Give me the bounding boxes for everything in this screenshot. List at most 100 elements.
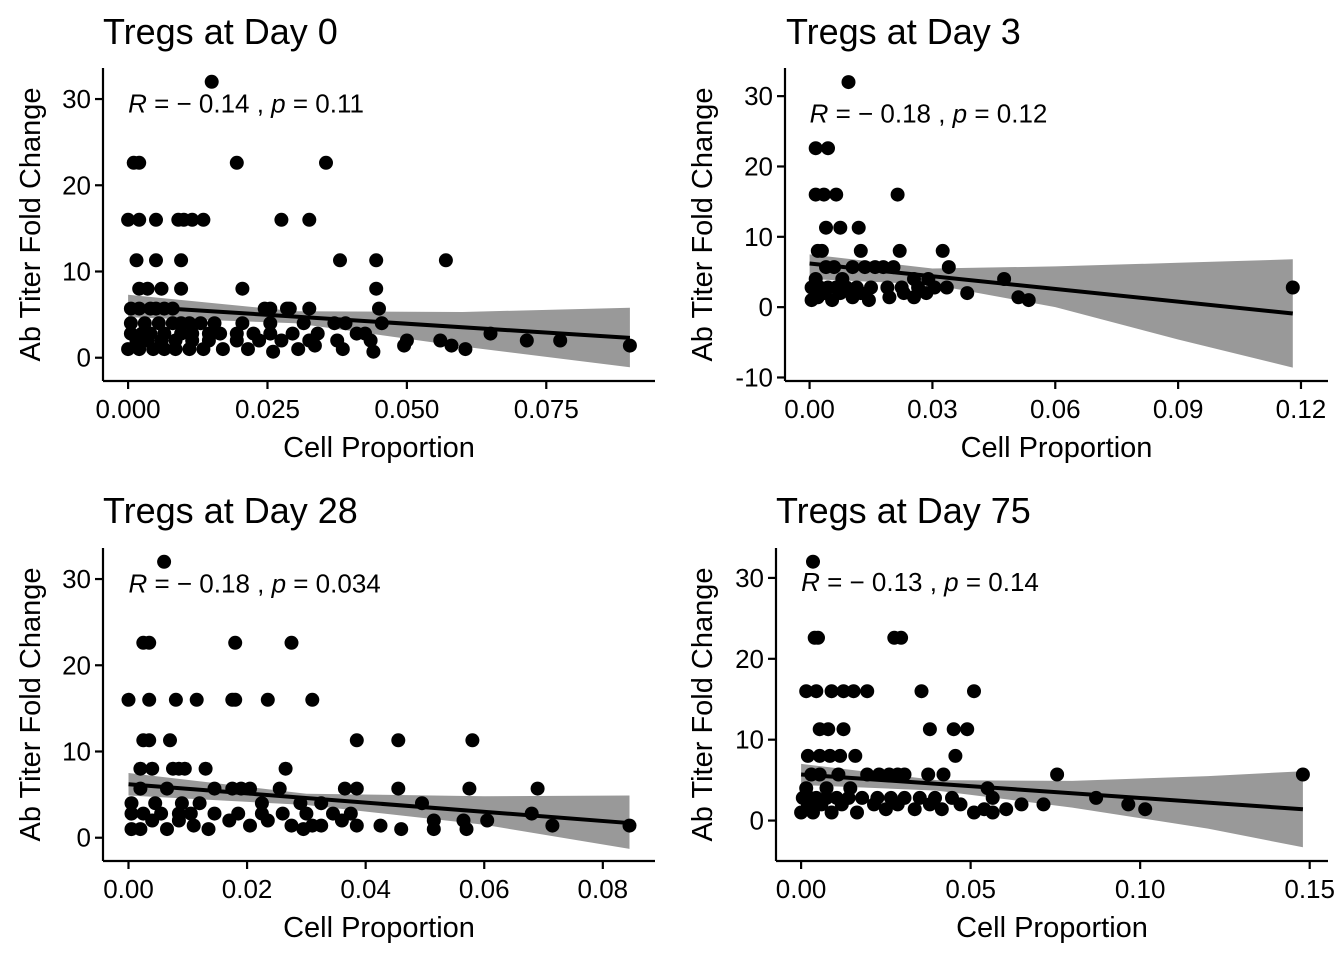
x-tick-label: 0.15: [1284, 874, 1335, 904]
data-point: [145, 761, 160, 776]
y-tick-label: 10: [735, 725, 764, 755]
data-point: [861, 293, 876, 308]
data-point: [285, 326, 300, 341]
data-point: [897, 767, 912, 782]
data-point: [228, 635, 243, 650]
data-point: [459, 822, 474, 837]
data-point: [912, 790, 927, 805]
data-point: [960, 722, 975, 737]
stat-p-value: = 0.034: [286, 568, 381, 598]
data-point: [124, 806, 139, 821]
x-tick-label: 0.050: [374, 394, 439, 424]
data-point: [814, 797, 829, 812]
stat-r-symbol: R: [128, 88, 147, 118]
data-point: [397, 338, 412, 353]
x-tick-label: 0.12: [1276, 394, 1327, 424]
y-tick-label: 0: [77, 343, 91, 373]
data-point: [822, 748, 837, 763]
data-point: [878, 802, 893, 817]
data-point: [819, 781, 834, 796]
data-point: [833, 286, 848, 301]
x-tick-label: 0.03: [907, 394, 958, 424]
data-point: [833, 220, 848, 235]
data-point: [366, 344, 381, 359]
data-point: [372, 301, 386, 316]
data-point: [967, 684, 981, 699]
y-tick-label: 0: [77, 823, 91, 853]
data-point: [941, 260, 956, 275]
data-point: [882, 290, 897, 305]
data-point: [334, 813, 349, 828]
data-point: [132, 155, 147, 170]
data-point: [821, 722, 836, 737]
data-point: [800, 748, 815, 763]
data-point: [274, 212, 289, 227]
data-point: [922, 722, 937, 737]
stat-p-value: = 0.14: [959, 567, 1039, 597]
y-tick-label: 0: [759, 292, 773, 322]
data-point: [816, 187, 831, 202]
data-point: [278, 761, 293, 776]
x-tick-label: 0.08: [578, 874, 629, 904]
data-point: [142, 692, 157, 707]
data-point: [132, 342, 147, 357]
regression-line: [127, 303, 631, 340]
data-point: [919, 286, 934, 301]
data-point: [349, 818, 364, 833]
data-point: [1121, 797, 1136, 812]
data-point: [215, 342, 230, 357]
regression-line: [809, 261, 1293, 316]
data-point: [812, 748, 827, 763]
correlation-annotation: R = − 0.14 , p = 0.11: [128, 88, 364, 118]
data-point: [939, 280, 954, 295]
stat-r-value: = − 0.18 ,: [147, 568, 271, 598]
data-point: [154, 281, 169, 296]
y-tick-label: 20: [62, 650, 91, 680]
data-point: [284, 818, 299, 833]
data-point: [263, 301, 278, 316]
stat-r-value: = − 0.14 ,: [147, 88, 271, 118]
data-point: [145, 813, 160, 828]
data-point: [174, 281, 189, 296]
data-point: [142, 635, 157, 650]
data-point: [946, 722, 961, 737]
data-point: [201, 822, 216, 837]
data-point: [934, 802, 949, 817]
data-point: [157, 554, 172, 569]
data-point: [275, 806, 290, 821]
data-point: [836, 722, 851, 737]
data-point: [207, 316, 222, 331]
data-point: [148, 796, 163, 811]
data-point: [426, 822, 441, 837]
data-point: [391, 781, 406, 796]
data-point: [1295, 767, 1310, 782]
x-tick-label: 0.00: [776, 874, 827, 904]
data-point: [936, 767, 951, 782]
data-point: [146, 342, 161, 357]
x-axis-label: Cell Proportion: [961, 432, 1153, 464]
data-point: [263, 326, 278, 341]
x-tick-label: 0.10: [1115, 874, 1166, 904]
data-point: [953, 797, 968, 812]
data-point: [864, 280, 878, 295]
data-point: [337, 781, 352, 796]
stat-r-value: = − 0.13 ,: [820, 567, 944, 597]
data-point: [349, 781, 364, 796]
panel-title: Tregs at Day 28: [103, 490, 358, 531]
data-point: [811, 630, 825, 645]
data-point: [833, 748, 848, 763]
data-point: [1138, 802, 1153, 817]
data-point: [819, 220, 833, 235]
data-point: [907, 802, 922, 817]
data-point: [282, 301, 297, 316]
data-point: [831, 767, 846, 782]
data-point: [284, 635, 299, 650]
y-tick-label: 30: [735, 563, 764, 593]
data-point: [333, 253, 347, 268]
x-tick-label: 0.000: [96, 394, 161, 424]
data-point: [922, 797, 937, 812]
x-tick-label: 0.06: [1030, 394, 1081, 424]
panel-title: Tregs at Day 0: [103, 11, 338, 52]
y-tick-label: 30: [62, 564, 91, 594]
data-point: [171, 813, 186, 828]
